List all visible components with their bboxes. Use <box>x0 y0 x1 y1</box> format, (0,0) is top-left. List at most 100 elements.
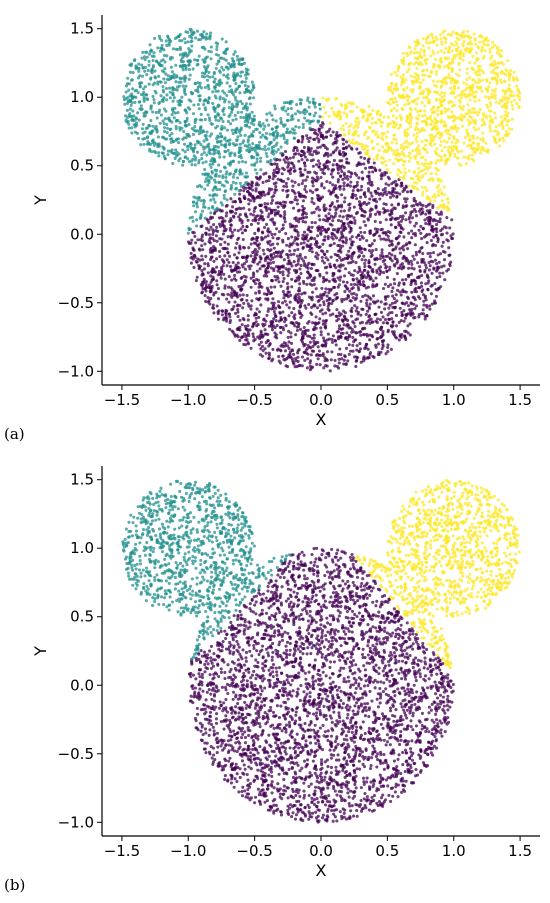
data-point-purple <box>382 207 386 211</box>
data-point-teal <box>204 180 208 184</box>
data-point-purple <box>201 248 205 252</box>
data-point-purple <box>283 299 287 303</box>
data-point-teal <box>229 186 234 190</box>
data-point-yellow <box>375 112 379 116</box>
data-point-teal <box>157 102 161 106</box>
data-point-teal <box>186 40 190 44</box>
data-point-yellow <box>502 79 506 83</box>
data-point-purple <box>328 222 332 226</box>
data-point-yellow <box>443 78 447 82</box>
data-point-purple <box>362 220 366 224</box>
data-point-yellow <box>418 149 422 153</box>
data-point-yellow <box>379 112 383 117</box>
data-point-purple <box>305 134 309 138</box>
data-point-teal <box>220 81 224 85</box>
data-point-teal <box>208 148 212 152</box>
data-point-purple <box>283 210 287 214</box>
data-point-purple <box>439 229 443 233</box>
data-point-purple <box>398 333 402 337</box>
data-point-yellow <box>328 121 332 125</box>
data-point-yellow <box>385 150 389 154</box>
data-point-purple <box>264 319 268 323</box>
data-point-yellow <box>412 171 416 175</box>
data-point-purple <box>249 242 253 246</box>
data-point-purple <box>328 265 332 269</box>
data-point-purple <box>414 221 418 225</box>
data-point-purple <box>247 208 251 212</box>
data-point-purple <box>339 250 343 254</box>
data-point-purple <box>407 231 411 235</box>
data-point-purple <box>249 264 253 268</box>
data-point-purple <box>291 352 296 356</box>
data-point-teal <box>149 107 153 111</box>
data-point-yellow <box>440 95 444 99</box>
data-point-purple <box>312 333 316 337</box>
data-point-yellow <box>402 173 407 178</box>
data-point-purple <box>249 304 253 308</box>
data-point-yellow <box>493 116 498 120</box>
data-point-purple <box>429 284 433 288</box>
data-point-yellow <box>415 38 420 42</box>
data-point-purple <box>243 267 247 271</box>
data-point-purple <box>433 243 438 247</box>
data-point-purple <box>397 221 401 225</box>
data-point-yellow <box>476 113 480 117</box>
data-point-yellow <box>501 124 505 128</box>
data-point-purple <box>351 277 355 281</box>
data-point-purple <box>405 190 410 194</box>
data-point-purple <box>423 270 427 274</box>
data-point-teal <box>137 66 141 70</box>
data-point-purple <box>281 279 285 284</box>
data-point-purple <box>333 358 337 362</box>
data-point-yellow <box>444 160 449 164</box>
data-point-yellow <box>442 139 446 143</box>
data-point-purple <box>426 252 430 256</box>
data-point-purple <box>380 347 384 351</box>
data-point-yellow <box>324 98 328 102</box>
data-point-yellow <box>443 65 447 69</box>
data-point-purple <box>230 230 234 234</box>
data-point-purple <box>348 289 352 293</box>
data-point-yellow <box>452 144 456 149</box>
data-point-purple <box>422 299 426 303</box>
data-point-purple <box>290 188 294 192</box>
data-point-purple <box>298 305 302 309</box>
data-point-yellow <box>474 110 478 114</box>
data-point-yellow <box>425 123 429 127</box>
data-point-purple <box>446 239 450 243</box>
data-point-yellow <box>395 148 399 152</box>
data-point-yellow <box>401 73 405 77</box>
data-point-purple <box>327 189 331 193</box>
data-point-yellow <box>451 30 455 34</box>
data-point-teal <box>161 85 165 89</box>
data-point-yellow <box>450 78 454 82</box>
data-point-teal <box>224 172 228 176</box>
data-point-yellow <box>443 36 448 40</box>
data-point-purple <box>441 240 445 244</box>
data-point-purple <box>213 246 217 250</box>
data-point-yellow <box>445 108 449 112</box>
data-point-teal <box>197 107 201 111</box>
data-point-yellow <box>398 124 403 128</box>
data-point-purple <box>204 299 208 304</box>
data-point-purple <box>273 191 277 195</box>
data-point-purple <box>391 286 395 290</box>
data-point-purple <box>338 269 342 273</box>
data-point-yellow <box>423 143 427 147</box>
data-point-yellow <box>424 37 429 42</box>
data-point-purple <box>269 254 273 259</box>
data-point-teal <box>183 37 187 41</box>
data-point-purple <box>303 155 307 159</box>
data-point-teal <box>231 159 235 164</box>
data-point-teal <box>264 136 268 140</box>
data-point-purple <box>311 327 316 331</box>
data-point-teal <box>163 117 167 121</box>
data-point-purple <box>189 256 193 260</box>
data-point-purple <box>297 297 301 301</box>
data-point-yellow <box>406 127 410 131</box>
data-point-yellow <box>454 72 459 76</box>
data-point-purple <box>354 211 359 216</box>
data-point-yellow <box>429 54 433 58</box>
data-point-teal <box>171 161 175 166</box>
data-point-yellow <box>515 78 520 82</box>
